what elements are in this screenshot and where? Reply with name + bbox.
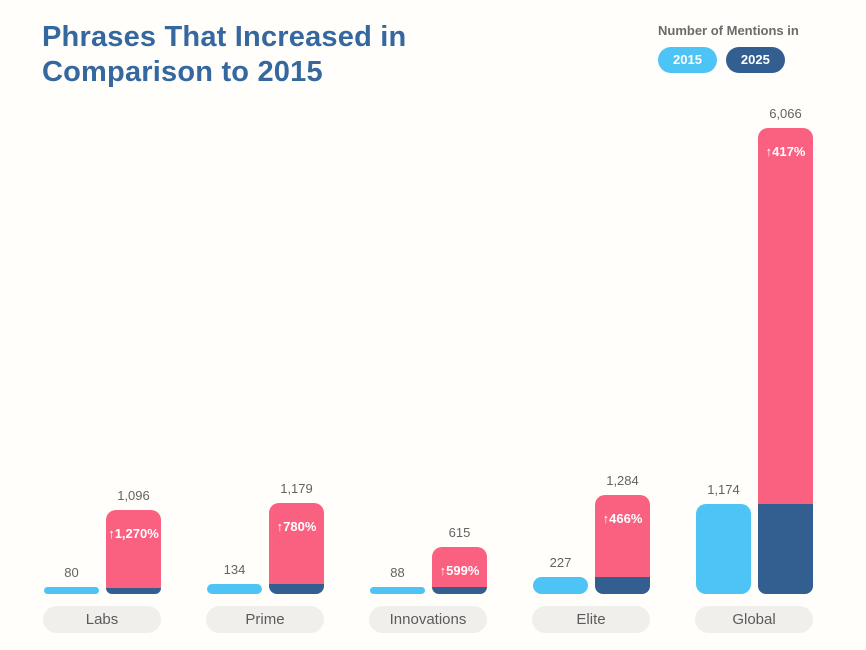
category-label: Global	[732, 611, 776, 628]
bar-2025: ↑466%	[595, 495, 650, 594]
bar-2025: ↑780%	[269, 503, 324, 594]
base-2015-segment	[432, 587, 487, 594]
chart-group-innovations: 88 615 ↑599% Innovations	[369, 0, 487, 650]
bar-2015	[370, 587, 425, 594]
title-line-1: Phrases That Increased in	[42, 21, 407, 53]
increase-label: ↑417%	[765, 144, 806, 159]
chart-group-prime: 134 1,179 ↑780% Prime	[206, 0, 324, 650]
chart-group-labs: 80 1,096 ↑1,270% Labs	[43, 0, 161, 650]
bar-2015	[44, 587, 99, 594]
value-label-2015: 227	[549, 555, 572, 570]
increase-segment: ↑599%	[432, 547, 487, 587]
legend: Number of Mentions in 2015 2025	[658, 23, 799, 73]
base-2015-segment	[758, 504, 813, 594]
legend-item-2025: 2025	[725, 47, 785, 73]
bar-2025: ↑599%	[432, 547, 487, 594]
increase-segment: ↑466%	[595, 495, 650, 577]
base-2015-segment	[269, 584, 324, 594]
base-2015-segment	[106, 588, 161, 594]
value-label-2015: 134	[223, 562, 246, 577]
bar-2015	[207, 584, 262, 594]
legend-title: Number of Mentions in	[658, 23, 799, 38]
increase-label: ↑1,270%	[108, 526, 159, 541]
chart-group-elite: 227 1,284 ↑466% Elite	[532, 0, 650, 650]
legend-pills: 2015 2025	[658, 47, 799, 73]
base-2015-segment	[595, 577, 650, 594]
increase-segment: ↑1,270%	[106, 510, 161, 588]
value-label-2015: 88	[390, 565, 405, 580]
bar-2015	[696, 504, 751, 594]
title-line-2: Comparison to 2015	[42, 56, 323, 88]
category-label: Prime	[245, 611, 285, 628]
value-label-2025: 6,066	[769, 106, 802, 121]
category-label: Innovations	[389, 611, 467, 628]
legend-item-2015: 2015	[658, 47, 717, 73]
increase-segment: ↑780%	[269, 503, 324, 584]
increase-label: ↑780%	[276, 519, 317, 534]
category-pill: Innovations	[369, 606, 487, 633]
value-label-2025: 1,284	[606, 473, 639, 488]
bar-2025: ↑417%	[758, 128, 813, 594]
bar-2025: ↑1,270%	[106, 510, 161, 594]
category-pill: Prime	[206, 606, 324, 633]
bar-2015	[533, 577, 588, 594]
increase-segment: ↑417%	[758, 128, 813, 504]
category-pill: Elite	[532, 606, 650, 633]
chart-group-global: 1,174 6,066 ↑417% Global	[695, 0, 813, 650]
increase-label: ↑466%	[602, 511, 643, 526]
category-label: Labs	[85, 611, 119, 628]
increase-label: ↑599%	[439, 563, 480, 578]
value-label-2015: 1,174	[707, 482, 740, 497]
category-pill: Global	[695, 606, 813, 633]
value-label-2025: 615	[448, 525, 471, 540]
category-label: Elite	[576, 611, 606, 628]
page-title: Phrases That Increased in Comparison to 2…	[42, 20, 522, 90]
value-label-2025: 1,096	[117, 488, 150, 503]
value-label-2015: 80	[64, 565, 79, 580]
category-pill: Labs	[43, 606, 161, 633]
value-label-2025: 1,179	[280, 481, 313, 496]
